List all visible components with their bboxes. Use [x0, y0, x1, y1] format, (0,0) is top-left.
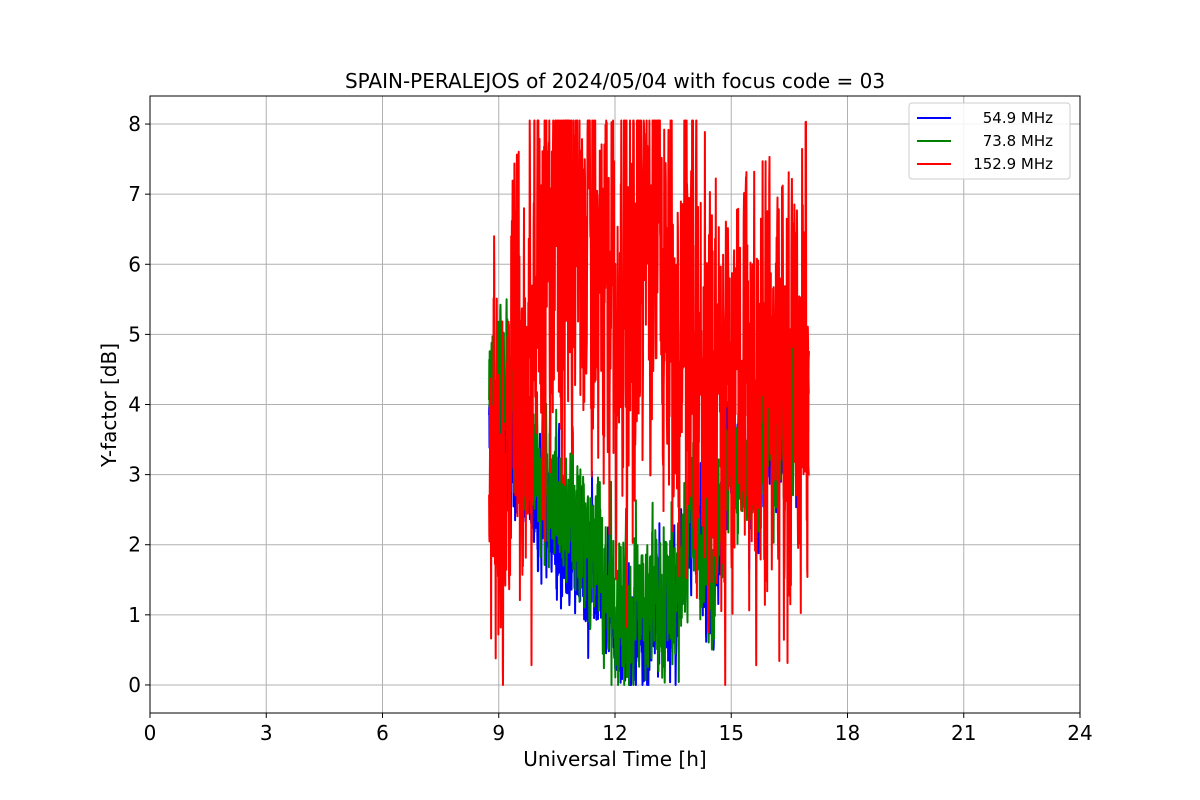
y-tick-label: 3	[128, 463, 141, 487]
legend: 54.9 MHz 73.8 MHz 152.9 MHz	[908, 102, 1071, 180]
y-tick-label: 0	[128, 673, 141, 697]
x-tick-label: 0	[144, 721, 157, 745]
y-tick-label: 4	[128, 393, 141, 417]
legend-label: 73.8 MHz	[983, 132, 1053, 150]
chart-title: SPAIN-PERALEJOS of 2024/05/04 with focus…	[345, 69, 885, 93]
y-tick-label: 7	[128, 182, 141, 206]
y-tick-label: 6	[128, 252, 141, 276]
series-line-2	[488, 119, 810, 686]
legend-box	[908, 102, 1071, 180]
x-tick-label: 9	[492, 721, 505, 745]
plot-lines	[488, 119, 810, 686]
x-tick-label: 12	[602, 721, 627, 745]
y-axis-title: Y-factor [dB]	[97, 343, 121, 468]
y-tick-label: 8	[128, 112, 141, 136]
y-tick-label: 5	[128, 322, 141, 346]
x-tick-label: 6	[376, 721, 389, 745]
x-tick-label: 3	[260, 721, 273, 745]
x-tick-label: 24	[1067, 721, 1092, 745]
x-tick-label: 21	[951, 721, 976, 745]
y-tick-label: 1	[128, 603, 141, 627]
x-tick-label: 15	[719, 721, 744, 745]
legend-label: 152.9 MHz	[973, 155, 1053, 173]
x-tick-label: 18	[835, 721, 860, 745]
x-axis-title: Universal Time [h]	[523, 747, 706, 771]
legend-label: 54.9 MHz	[983, 109, 1053, 127]
y-tick-label: 2	[128, 533, 141, 557]
